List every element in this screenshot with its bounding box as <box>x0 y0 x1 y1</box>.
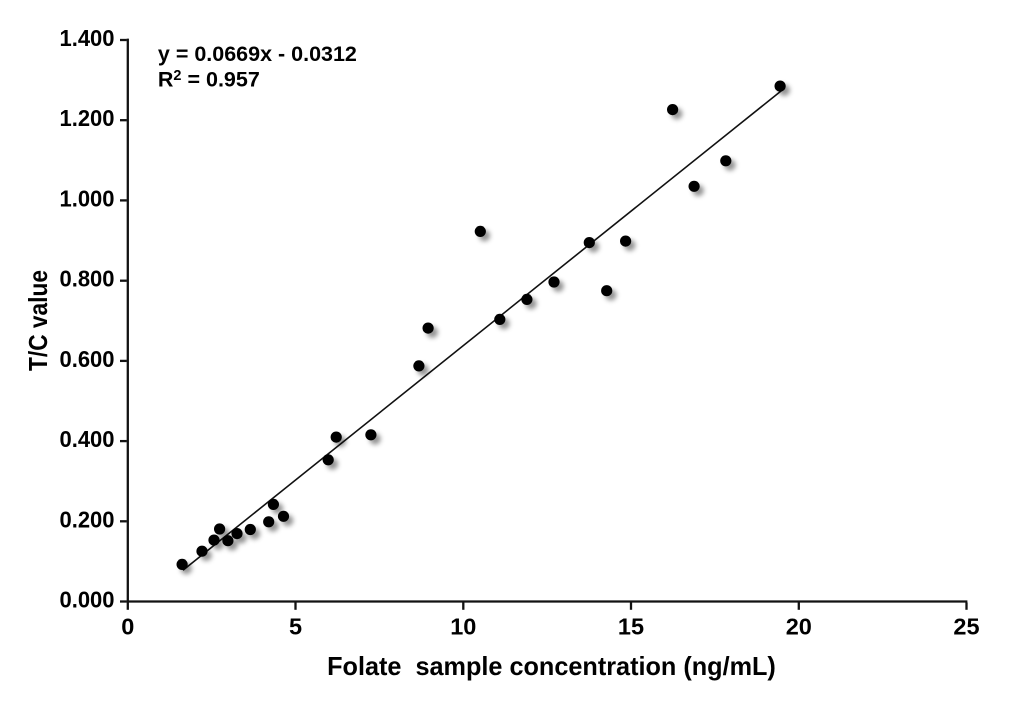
svg-text:5: 5 <box>289 614 302 640</box>
svg-text:T/C value: T/C value <box>23 270 53 371</box>
svg-text:Folate sample concentration (: Folate sample concentration (ng/mL) <box>327 651 776 681</box>
svg-text:0: 0 <box>121 614 134 640</box>
svg-text:0.800: 0.800 <box>60 266 115 292</box>
svg-text:1.400: 1.400 <box>60 25 115 51</box>
svg-text:1.200: 1.200 <box>60 105 115 131</box>
svg-text:R2 = 0.957: R2 = 0.957 <box>158 67 260 91</box>
svg-text:0.400: 0.400 <box>60 426 115 452</box>
svg-text:20: 20 <box>786 614 812 640</box>
svg-text:y = 0.0669x - 0.0312: y = 0.0669x - 0.0312 <box>158 42 357 66</box>
svg-text:0.000: 0.000 <box>60 587 115 613</box>
svg-text:25: 25 <box>953 614 979 640</box>
svg-text:0.200: 0.200 <box>60 506 115 532</box>
svg-text:15: 15 <box>618 614 644 640</box>
svg-text:10: 10 <box>450 614 476 640</box>
svg-text:0.600: 0.600 <box>60 346 115 372</box>
svg-text:1.000: 1.000 <box>60 185 115 211</box>
